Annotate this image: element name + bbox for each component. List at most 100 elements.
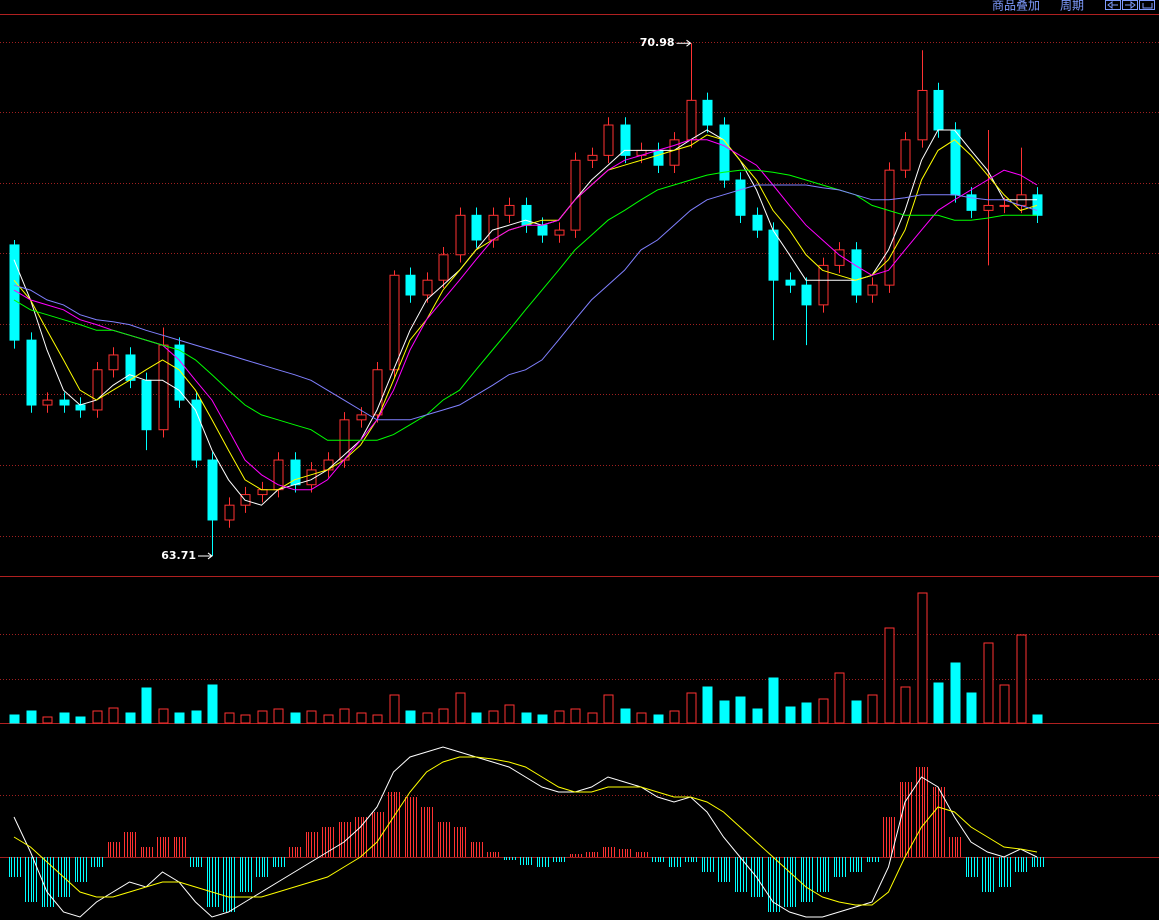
- candle-body: [504, 204, 515, 216]
- candle-body: [26, 339, 37, 406]
- volume-bar: [422, 712, 433, 724]
- period-button[interactable]: 周期: [1060, 0, 1084, 13]
- candle-body: [735, 179, 746, 216]
- volume-bar: [966, 692, 977, 724]
- volume-bar: [752, 708, 763, 724]
- candle-body: [537, 224, 548, 236]
- volume-bar: [273, 708, 284, 724]
- volume-bar: [42, 716, 53, 724]
- volume-bar: [933, 682, 944, 724]
- candle-body: [257, 489, 268, 496]
- nav-left-button[interactable]: [1105, 0, 1121, 10]
- candle-body: [125, 354, 136, 381]
- candle-body: [933, 89, 944, 131]
- volume-bar: [521, 712, 532, 724]
- candle-body: [867, 284, 878, 296]
- maximize-button[interactable]: [1139, 0, 1155, 10]
- candle-body: [207, 459, 218, 521]
- volume-bar: [537, 714, 548, 724]
- volume-bar: [389, 694, 400, 724]
- volume-bar: [884, 627, 895, 724]
- volume-bar: [1016, 634, 1027, 724]
- candle-body: [900, 139, 911, 171]
- volume-bar: [900, 686, 911, 724]
- candle-body: [422, 279, 433, 296]
- volume-bar: [372, 714, 383, 724]
- candle-body: [438, 254, 449, 281]
- volume-bar: [108, 707, 119, 724]
- candle-body: [108, 354, 119, 371]
- candle-body: [554, 229, 565, 236]
- candle-body: [999, 204, 1010, 207]
- candle-body: [983, 204, 994, 211]
- volume-bar: [554, 710, 565, 724]
- volume-bar: [488, 710, 499, 724]
- volume-bar: [735, 696, 746, 724]
- candle-body: [653, 149, 664, 166]
- candle-body: [158, 344, 169, 431]
- volume-bar: [620, 708, 631, 724]
- annotation-label: 63.71: [161, 549, 196, 562]
- candle-body: [966, 194, 977, 211]
- candle-body: [521, 204, 532, 226]
- volume-bar: [603, 694, 614, 724]
- candle-body: [405, 274, 416, 296]
- candle-body: [356, 414, 367, 421]
- candle-body: [75, 404, 86, 411]
- volume-bar: [504, 704, 515, 724]
- candle-body: [372, 369, 383, 416]
- volume-bar: [471, 712, 482, 724]
- volume-bar: [26, 710, 37, 724]
- volume-bar: [851, 700, 862, 724]
- ma-line: [13, 169, 1037, 441]
- volume-bar: [306, 710, 317, 724]
- volume-bar: [950, 662, 961, 724]
- candle-body: [884, 169, 895, 286]
- candle-body: [686, 99, 697, 141]
- ma-line: [13, 746, 1038, 918]
- volume-bar: [999, 684, 1010, 724]
- candle-body: [587, 154, 598, 161]
- candle-body: [785, 279, 796, 286]
- candle-body: [42, 399, 53, 406]
- volume-bar: [59, 712, 70, 724]
- nav-right-button[interactable]: [1122, 0, 1138, 10]
- overlay-button[interactable]: 商品叠加: [992, 0, 1040, 13]
- volume-bar: [323, 714, 334, 724]
- volume-bar: [356, 712, 367, 724]
- candle-body: [620, 124, 631, 156]
- volume-bar: [224, 712, 235, 724]
- volume-bar: [669, 710, 680, 724]
- candle-body: [818, 264, 829, 306]
- volume-bar: [158, 708, 169, 724]
- candle-body: [752, 214, 763, 231]
- volume-bar: [818, 698, 829, 724]
- candle-body: [702, 99, 713, 126]
- candle-body: [669, 139, 680, 166]
- volume-bar: [9, 714, 20, 724]
- volume-bar: [339, 708, 350, 724]
- ma-line: [13, 139, 1038, 491]
- ma-line: [13, 756, 1038, 906]
- volume-bar: [702, 686, 713, 724]
- volume-bar: [438, 708, 449, 724]
- volume-bar: [240, 714, 251, 724]
- candle-body: [92, 369, 103, 411]
- volume-bar: [768, 677, 779, 724]
- volume-bar: [455, 692, 466, 724]
- volume-bar: [75, 716, 86, 724]
- volume-bar: [207, 684, 218, 724]
- candle-body: [603, 124, 614, 156]
- candle-body: [455, 214, 466, 256]
- volume-bar: [636, 712, 647, 724]
- annotation-arrow: [676, 39, 692, 47]
- candle-body: [1032, 194, 1043, 216]
- volume-bar: [587, 712, 598, 724]
- volume-bar: [174, 712, 185, 724]
- candle-body: [917, 89, 928, 141]
- volume-bar: [653, 714, 664, 724]
- volume-bar: [801, 702, 812, 724]
